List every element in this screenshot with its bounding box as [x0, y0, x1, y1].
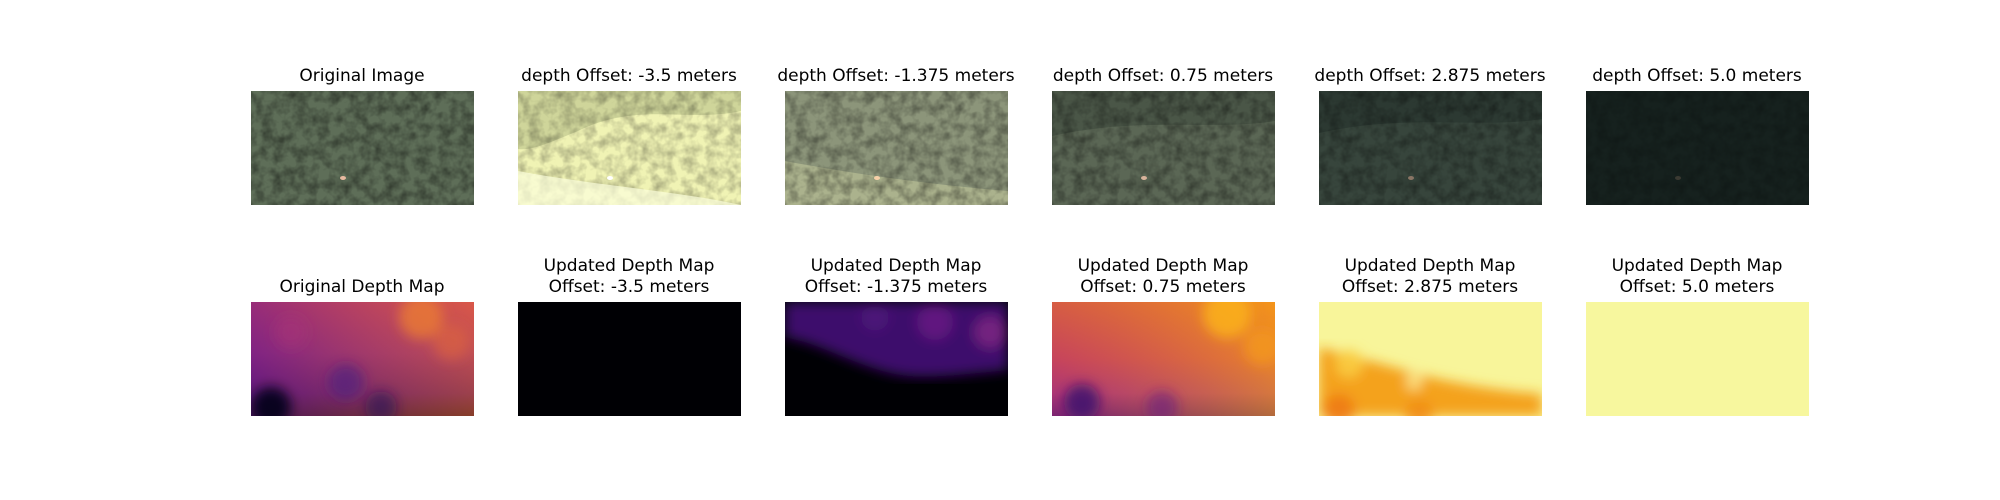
- image-offset-neg-1-375: [785, 91, 1008, 205]
- offset-label: Offset: 5.0 meters: [1619, 277, 1775, 297]
- panel-title-updated-depth-neg-1-375: Updated Depth Map Offset: -1.375 meters: [751, 256, 1041, 298]
- offset-label: Offset: 0.75 meters: [1080, 277, 1246, 297]
- updated-depth-map-label: Updated Depth Map: [1611, 256, 1783, 276]
- updated-depth-map-label: Updated Depth Map: [1344, 256, 1516, 276]
- image-offset-neg-3-5: [518, 91, 741, 205]
- updated-depth-map-2-875: [1319, 302, 1542, 416]
- image-offset-5-0: [1586, 91, 1809, 205]
- original-depth-map: [251, 302, 474, 416]
- updated-depth-map-label: Updated Depth Map: [810, 256, 982, 276]
- panel-title-offset-5-0: depth Offset: 5.0 meters: [1592, 66, 1802, 86]
- image-offset-2-875: [1319, 91, 1542, 205]
- offset-label: Offset: 2.875 meters: [1341, 277, 1519, 297]
- panel-title-offset-0-75: depth Offset: 0.75 meters: [1052, 66, 1274, 86]
- panel-title-updated-depth-neg-3-5: Updated Depth Map Offset: -3.5 meters: [484, 256, 774, 298]
- offset-label: Offset: -1.375 meters: [804, 277, 988, 297]
- updated-depth-map-neg-3-5: [518, 302, 741, 416]
- panel-title-updated-depth-5-0: Updated Depth Map Offset: 5.0 meters: [1552, 256, 1842, 298]
- updated-depth-map-5-0: [1586, 302, 1809, 416]
- panel-title-original-depth-map: Original Depth Map: [279, 277, 445, 297]
- panel-title-updated-depth-2-875: Updated Depth Map Offset: 2.875 meters: [1285, 256, 1575, 298]
- updated-depth-map-neg-1-375: [785, 302, 1008, 416]
- offset-label: Offset: -3.5 meters: [548, 277, 710, 297]
- updated-depth-map-0-75: [1052, 302, 1275, 416]
- updated-depth-map-label: Updated Depth Map: [1077, 256, 1249, 276]
- panel-title-offset-neg-3-5: depth Offset: -3.5 meters: [521, 66, 737, 86]
- updated-depth-map-label: Updated Depth Map: [543, 256, 715, 276]
- original-image: [251, 91, 474, 205]
- image-offset-0-75: [1052, 91, 1275, 205]
- panel-title-updated-depth-0-75: Updated Depth Map Offset: 0.75 meters: [1018, 256, 1308, 298]
- panel-title-offset-2-875: depth Offset: 2.875 meters: [1314, 66, 1546, 86]
- panel-title-original-image: Original Image: [299, 66, 425, 86]
- panel-title-offset-neg-1-375: depth Offset: -1.375 meters: [777, 66, 1015, 86]
